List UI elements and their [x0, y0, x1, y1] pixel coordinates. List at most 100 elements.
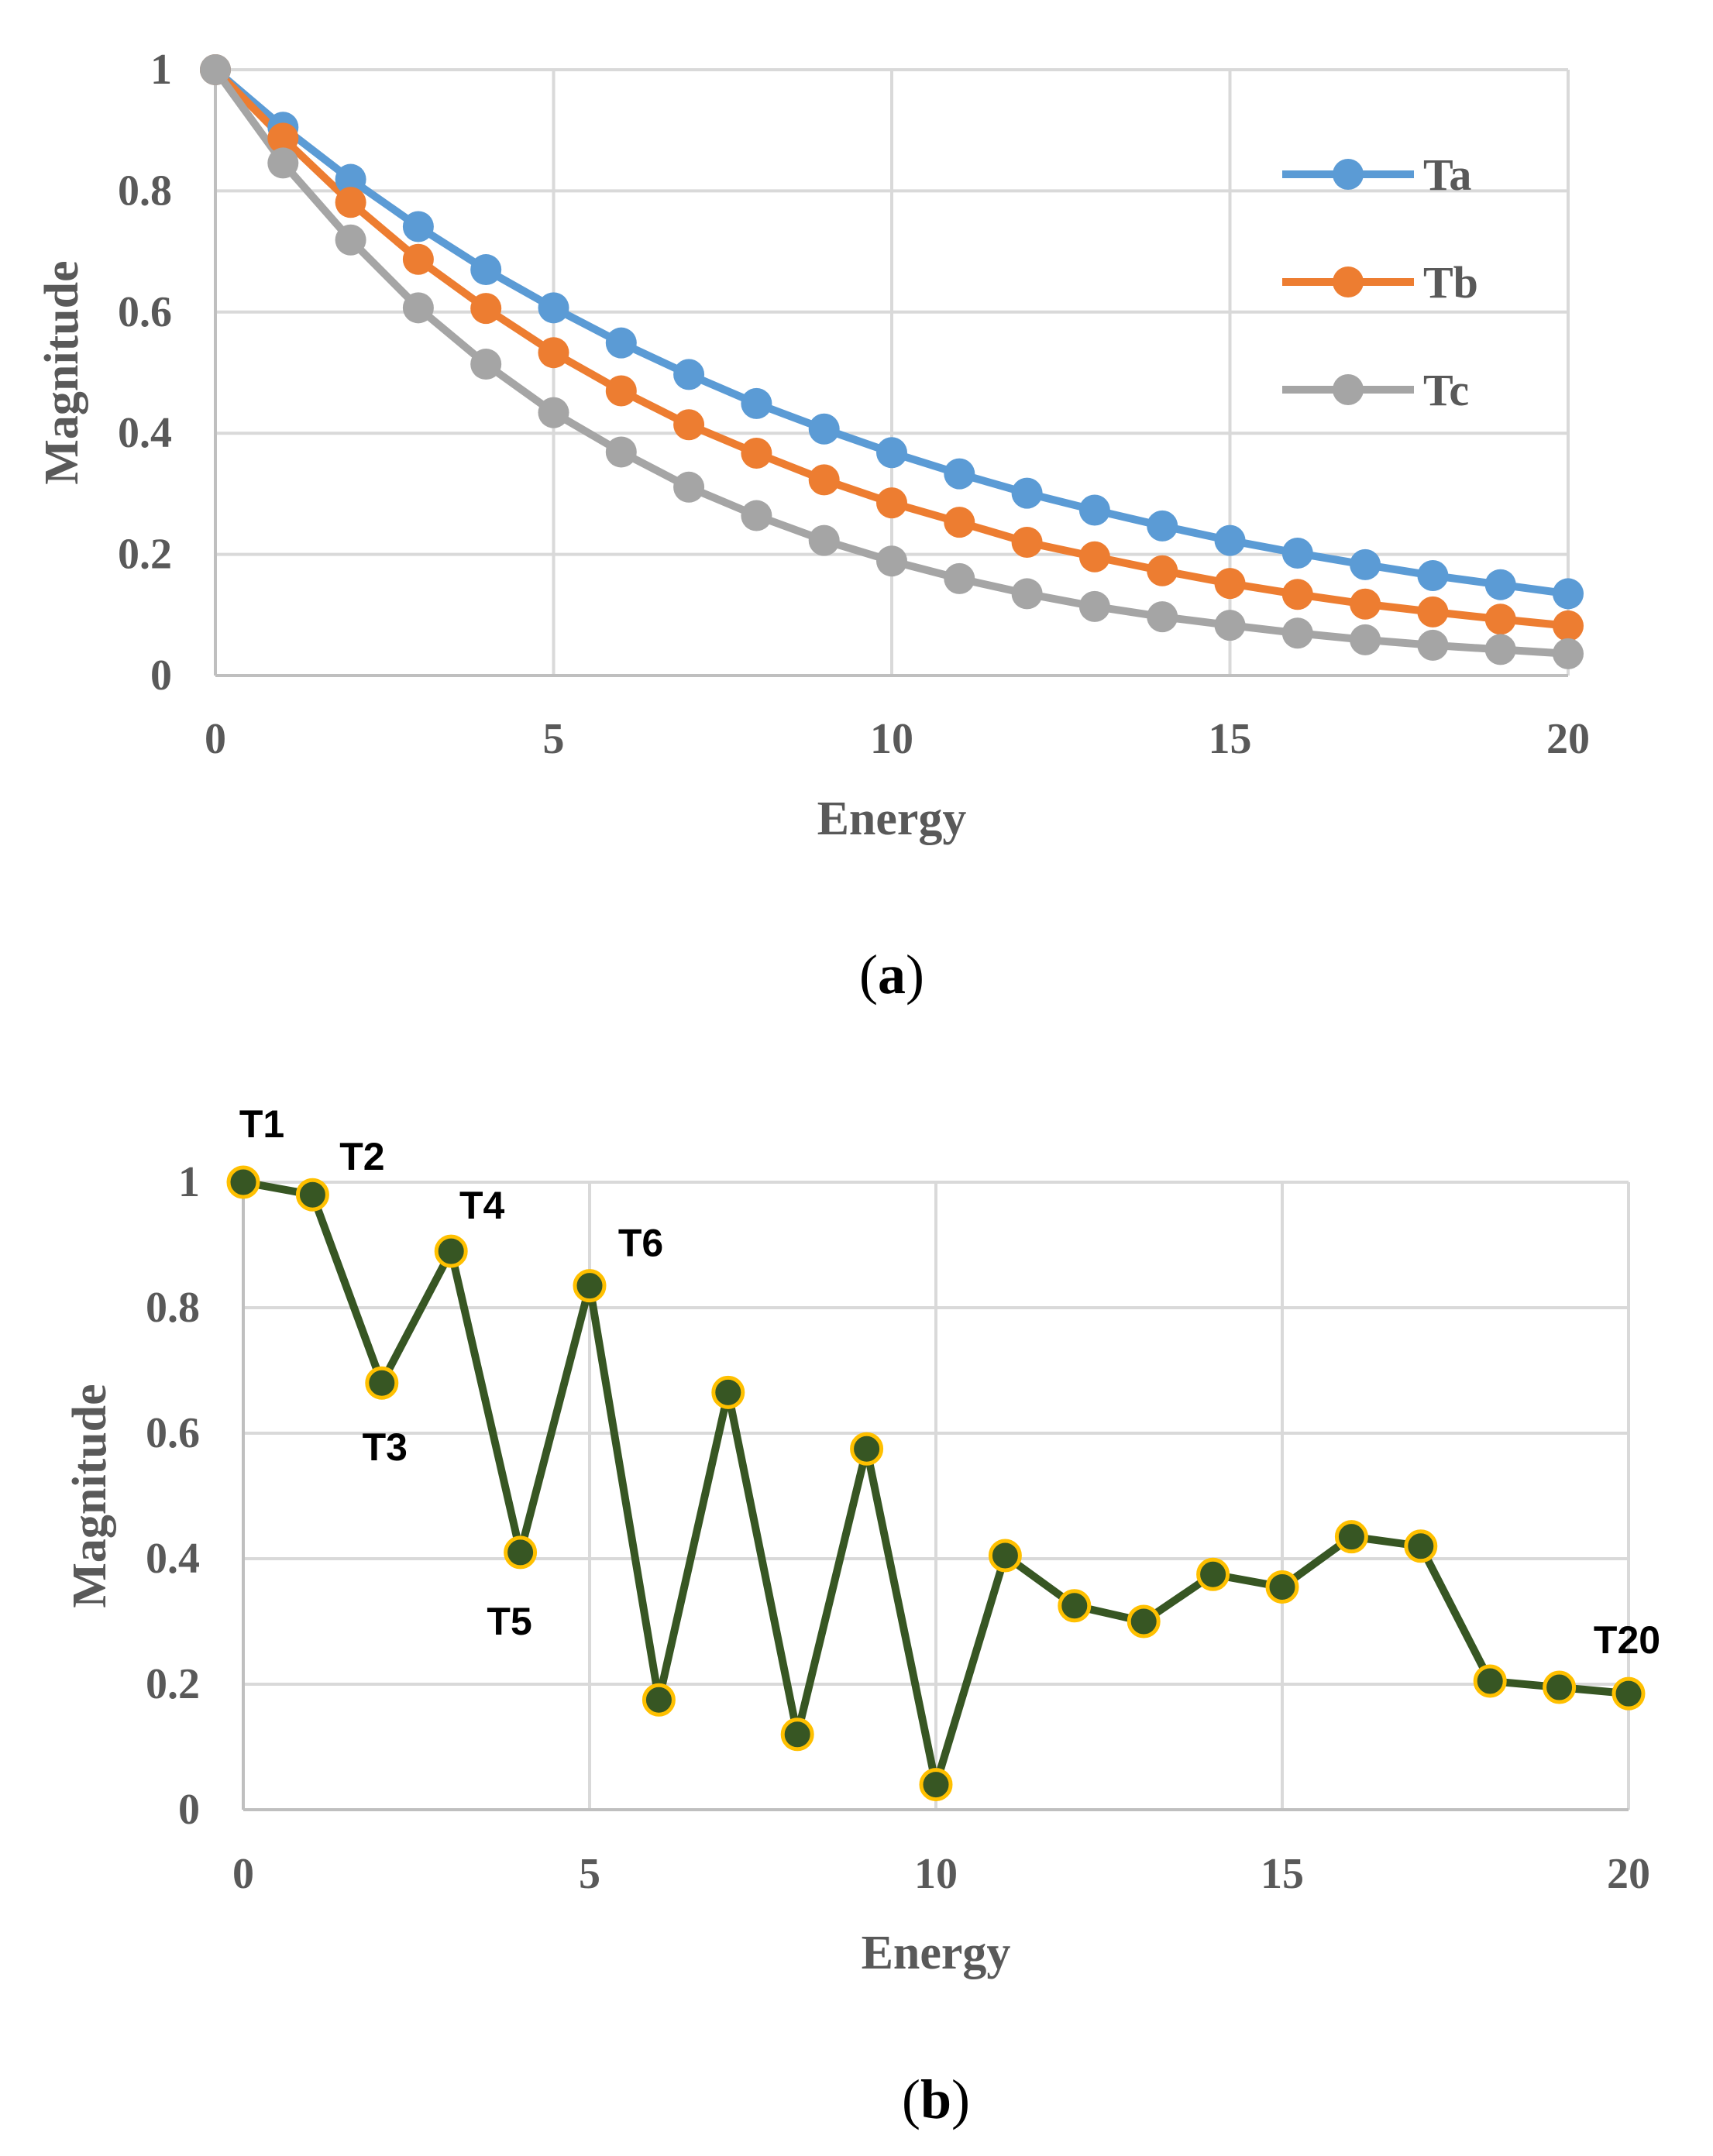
data-point-tb	[267, 122, 299, 154]
data-point	[1196, 1557, 1230, 1591]
legend-label-tc: Tc	[1423, 365, 1469, 415]
data-point-tb	[1553, 610, 1584, 641]
data-point-tb	[1350, 588, 1381, 620]
data-point-tb	[1078, 541, 1110, 573]
data-point-tc	[1350, 624, 1381, 655]
data-point-tb	[741, 438, 772, 469]
x-tick-label: 0	[232, 1850, 254, 1898]
data-point-tc	[1553, 638, 1584, 669]
data-point-tb	[673, 409, 705, 441]
data-point	[1543, 1670, 1577, 1704]
chart-panel-a: 00.20.40.60.810 5 10 15 20EnergyMagnitude(a)…	[36, 46, 1590, 1006]
y-tick-label: 0.4	[146, 1535, 200, 1583]
data-point-tc	[876, 545, 907, 577]
data-point	[226, 1165, 260, 1199]
data-point-tc	[1011, 578, 1043, 610]
data-point-tb	[605, 375, 637, 407]
data-point	[1473, 1664, 1507, 1698]
caption-open: (	[902, 2068, 920, 2130]
data-point	[365, 1366, 399, 1400]
y-tick-label: 0	[178, 1786, 200, 1834]
data-point-ta	[1147, 510, 1178, 542]
data-point-ta	[1484, 569, 1516, 600]
data-point-tc	[538, 397, 569, 428]
data-point-ta	[1417, 559, 1449, 591]
data-point-tb	[808, 464, 840, 496]
data-point-tc	[1078, 590, 1110, 622]
data-point-ta	[402, 211, 434, 242]
data-point-tb	[538, 337, 569, 369]
data-point	[573, 1269, 607, 1303]
annotation-t2: T2	[339, 1135, 384, 1178]
data-point	[1058, 1589, 1092, 1623]
legend-marker-tb	[1333, 266, 1364, 297]
data-point	[295, 1178, 329, 1212]
annotation-t1: T1	[239, 1102, 284, 1146]
data-point-tc	[1147, 601, 1178, 633]
caption-letter: b	[920, 2068, 951, 2130]
figure-caption: (b)	[902, 2068, 970, 2130]
data-point-ta	[808, 413, 840, 445]
data-point-tc	[673, 471, 705, 503]
caption-open: (	[859, 944, 878, 1006]
data-point	[988, 1539, 1022, 1573]
y-tick-label: 0.6	[118, 288, 172, 336]
caption-close: )	[951, 2068, 970, 2130]
data-point-tb	[944, 507, 975, 538]
y-tick-label: 0.8	[118, 167, 172, 215]
data-point-tb	[1281, 579, 1313, 610]
data-point-ta	[673, 359, 705, 390]
legend-marker-ta	[1333, 159, 1364, 190]
x-axis-title: Energy	[817, 793, 967, 845]
data-point-ta	[1553, 578, 1584, 610]
annotation-t20: T20	[1594, 1618, 1660, 1662]
annotation-t6: T6	[618, 1222, 663, 1265]
data-point-tc	[1214, 610, 1246, 641]
x-tick-label: 15	[1209, 715, 1252, 763]
caption-close: )	[906, 944, 924, 1006]
data-point	[1404, 1529, 1438, 1563]
x-tick-label: 20	[1607, 1850, 1650, 1898]
data-point-ta	[1011, 477, 1043, 509]
data-point-tb	[1417, 596, 1449, 628]
data-point-tb	[876, 487, 907, 519]
data-point-tc	[944, 562, 975, 594]
data-point-tb	[1214, 568, 1246, 600]
data-point-tb	[1147, 555, 1178, 586]
data-point-tb	[402, 243, 434, 275]
data-point	[1127, 1604, 1161, 1638]
y-tick-label: 1	[178, 1158, 200, 1206]
data-point-tc	[1417, 629, 1449, 661]
y-tick-label: 0.8	[146, 1284, 200, 1332]
data-point-tb	[335, 187, 366, 218]
data-point	[642, 1683, 676, 1717]
x-tick-label: 0	[205, 715, 226, 763]
data-point-tc	[605, 436, 637, 468]
data-point-ta	[1214, 524, 1246, 556]
data-point-tc	[1484, 634, 1516, 665]
x-tick-label: 10	[914, 1850, 958, 1898]
x-axis-title: Energy	[862, 1927, 1011, 1979]
data-point-tb	[1011, 526, 1043, 558]
data-point	[1265, 1570, 1299, 1604]
x-tick-label: 20	[1546, 715, 1590, 763]
data-point-tc	[470, 349, 502, 380]
y-tick-label: 0.2	[146, 1660, 200, 1708]
figure-caption: (a)	[859, 944, 924, 1006]
data-point	[1334, 1520, 1368, 1554]
data-point-tb	[470, 293, 502, 325]
data-point-ta	[605, 327, 637, 359]
data-point-ta	[741, 387, 772, 419]
legend-marker-tc	[1333, 374, 1364, 405]
y-tick-label: 1	[150, 46, 172, 94]
data-point	[1612, 1676, 1646, 1711]
data-point-tc	[402, 292, 434, 324]
data-point	[504, 1535, 538, 1570]
data-point-tc	[741, 500, 772, 531]
y-tick-label: 0	[150, 652, 172, 700]
data-point-tb	[1484, 603, 1516, 635]
chart-panel-b: 00.20.40.60.810 5 10 15 20EnergyMagnitude(b)…	[64, 1102, 1660, 2130]
data-point-tc	[808, 524, 840, 556]
data-point-tc	[1281, 617, 1313, 649]
x-tick-label: 10	[870, 715, 913, 763]
